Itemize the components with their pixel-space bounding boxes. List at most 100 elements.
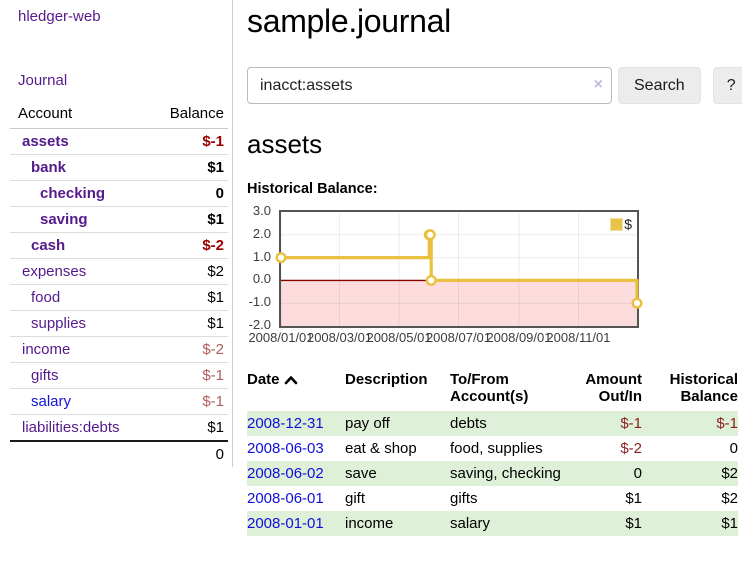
- account-balance: $-2: [147, 232, 228, 259]
- chart-plot-area: $: [275, 210, 643, 328]
- register-header-account: To/From Account(s): [450, 371, 529, 405]
- account-row: income $-2: [10, 336, 228, 363]
- account-link-liabilities-debts[interactable]: liabilities:debts: [22, 419, 120, 436]
- register-row: 2008-06-01 gift gifts $1 $2: [247, 486, 738, 511]
- account-row: liabilities:debts $1: [10, 414, 228, 442]
- y-tick-label: -2.0: [248, 317, 271, 332]
- x-tick-label: 2008/07/01: [425, 330, 492, 345]
- account-row: checking 0: [10, 180, 228, 207]
- account-link-supplies[interactable]: supplies: [31, 315, 87, 332]
- sidebar: hledger-web Journal Account Balance asse…: [0, 0, 233, 467]
- chart-title: Historical Balance:: [247, 181, 378, 197]
- register-header-date[interactable]: Date: [247, 369, 345, 411]
- transaction-account: saving, checking: [450, 465, 561, 482]
- register-header-balance: Historical Balance: [669, 371, 738, 405]
- account-balance: $-1: [147, 388, 228, 415]
- y-tick-label: 1.0: [252, 248, 271, 264]
- transaction-account: salary: [450, 515, 491, 532]
- chart-x-axis-labels: 2008/01/01 2008/03/01 2008/05/01 2008/07/01…: [248, 330, 639, 348]
- account-balance: $1: [147, 284, 228, 311]
- transaction-balance: 0: [729, 440, 738, 457]
- account-row: supplies $1: [10, 310, 228, 337]
- account-balance: 0: [147, 180, 228, 207]
- register-row: 2008-06-03 eat & shop food, supplies $-2…: [247, 436, 738, 461]
- chart-legend: $: [608, 215, 634, 233]
- register-header-amount: Amount Out/In: [585, 371, 642, 405]
- register-row: 2008-12-31 pay off debts $-1 $-1: [247, 411, 738, 436]
- account-link-cash[interactable]: cash: [31, 237, 66, 254]
- y-tick-label: -1.0: [248, 294, 271, 310]
- account-row: gifts $-1: [10, 362, 228, 389]
- transaction-account: gifts: [450, 490, 478, 507]
- transaction-date-link[interactable]: 2008-06-03: [247, 440, 324, 457]
- chart-y-axis-labels: 3.0 2.0 1.0 0.0 -1.0 -2.0: [243, 203, 273, 332]
- account-link-bank[interactable]: bank: [31, 159, 67, 176]
- search-form: × Search ?: [247, 67, 742, 104]
- account-link-food[interactable]: food: [31, 289, 61, 306]
- historical-balance-chart: 3.0 2.0 1.0 0.0 -1.0 -2.0 $ 2008/01/01 2008/03…: [247, 203, 742, 350]
- clear-search-icon[interactable]: ×: [593, 76, 603, 93]
- accounts-header-account: Account: [10, 102, 148, 129]
- transaction-date-link[interactable]: 2008-06-02: [247, 465, 324, 482]
- account-link-assets[interactable]: assets: [22, 133, 69, 150]
- transaction-account: food, supplies: [450, 440, 543, 457]
- account-link-expenses[interactable]: expenses: [22, 263, 87, 280]
- y-tick-label: 0.0: [252, 271, 271, 287]
- account-row: expenses $2: [10, 258, 228, 285]
- app-brand-link[interactable]: hledger-web: [18, 8, 101, 25]
- help-button[interactable]: ?: [712, 67, 742, 104]
- account-balance: $1: [147, 154, 228, 181]
- transaction-balance: $2: [721, 490, 738, 507]
- transaction-date-link[interactable]: 2008-06-01: [247, 490, 324, 507]
- search-input[interactable]: [247, 67, 612, 104]
- y-tick-label: 2.0: [252, 225, 271, 241]
- account-link-salary[interactable]: salary: [31, 393, 72, 410]
- transaction-balance: $2: [721, 465, 738, 482]
- transaction-amount: $1: [625, 490, 642, 507]
- app: hledger-web Journal Account Balance asse…: [0, 0, 742, 536]
- account-balance: $-2: [147, 336, 228, 363]
- x-tick-label: 2008/11/01: [546, 330, 611, 345]
- account-balance: $1: [147, 206, 228, 233]
- account-row: cash $-2: [10, 232, 228, 259]
- transaction-amount: $-2: [620, 440, 642, 457]
- page-title: sample.journal: [247, 3, 451, 39]
- y-tick-label: 3.0: [252, 203, 271, 218]
- transaction-date-link[interactable]: 2008-01-01: [247, 515, 324, 532]
- register-header-description: Description: [345, 371, 428, 388]
- transaction-balance: $1: [721, 515, 738, 532]
- account-link-checking[interactable]: checking: [40, 185, 106, 202]
- accounts-total-value: 0: [147, 440, 228, 467]
- register-row: 2008-01-01 income salary $1 $1: [247, 511, 738, 536]
- sidebar-item-journal[interactable]: Journal: [18, 72, 68, 89]
- transaction-amount: 0: [633, 465, 642, 482]
- account-link-income[interactable]: income: [22, 341, 71, 358]
- register-table: Date Description To/From Account(s) Amou…: [247, 369, 738, 536]
- account-row: assets $-1: [10, 128, 228, 155]
- transaction-description: save: [345, 465, 377, 482]
- legend-label: $: [624, 216, 632, 232]
- account-row: salary $-1: [10, 388, 228, 415]
- legend-swatch-icon: [610, 217, 624, 231]
- account-balance: $2: [147, 258, 228, 285]
- transaction-account: debts: [450, 415, 487, 432]
- account-balance: $-1: [147, 128, 228, 155]
- transaction-description: income: [345, 515, 394, 532]
- account-row: bank $1: [10, 154, 228, 181]
- account-page-title: assets: [247, 129, 323, 159]
- register-row: 2008-06-02 save saving, checking 0 $2: [247, 461, 738, 486]
- account-link-saving[interactable]: saving: [40, 211, 88, 228]
- transaction-amount: $1: [625, 515, 642, 532]
- account-balance: $1: [147, 414, 228, 442]
- search-button[interactable]: Search: [618, 67, 701, 104]
- sort-ascending-icon: [284, 376, 297, 385]
- x-tick-label: 2008/09/01: [486, 330, 552, 345]
- account-balance: $1: [147, 310, 228, 337]
- accounts-total-row: 0: [10, 440, 228, 467]
- transaction-description: eat & shop: [345, 440, 417, 457]
- account-link-gifts[interactable]: gifts: [31, 367, 59, 384]
- main-content: sample.journal × Search ? assets Histori…: [233, 0, 742, 536]
- accounts-header-balance: Balance: [147, 102, 228, 129]
- x-tick-label: 2008/05/01: [366, 330, 432, 345]
- transaction-date-link[interactable]: 2008-12-31: [247, 415, 324, 432]
